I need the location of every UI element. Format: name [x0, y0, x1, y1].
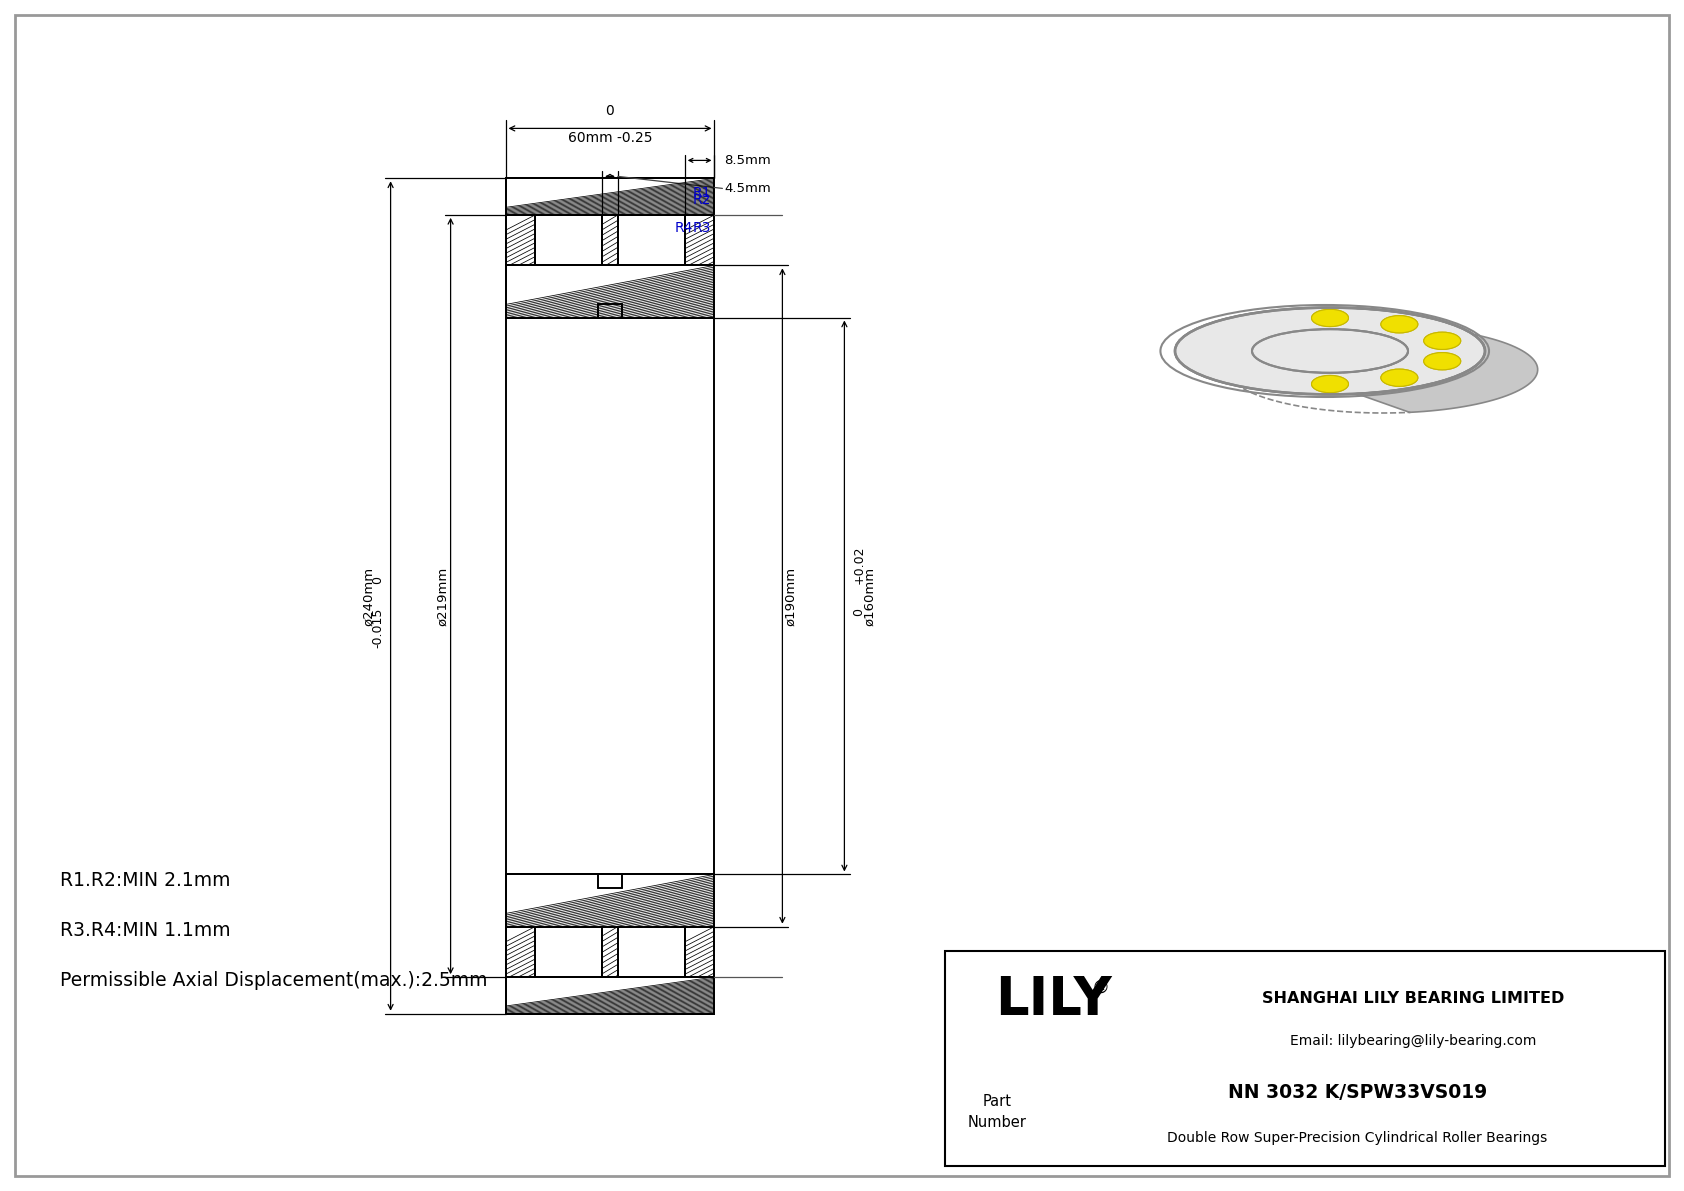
- Text: ®: ®: [1091, 979, 1110, 997]
- Ellipse shape: [1312, 375, 1349, 393]
- Text: NN 3032 K/SPW33VS019: NN 3032 K/SPW33VS019: [1228, 1084, 1487, 1103]
- Polygon shape: [603, 927, 618, 977]
- Polygon shape: [505, 266, 714, 318]
- Ellipse shape: [1243, 369, 1280, 386]
- Text: R1.R2:MIN 2.1mm: R1.R2:MIN 2.1mm: [61, 872, 231, 891]
- Text: R4: R4: [675, 222, 694, 236]
- Polygon shape: [505, 927, 536, 977]
- Ellipse shape: [1175, 307, 1485, 394]
- Text: 60mm -0.25: 60mm -0.25: [568, 131, 652, 145]
- Polygon shape: [1278, 338, 1435, 382]
- Text: ø240mm: ø240mm: [362, 567, 376, 625]
- Ellipse shape: [1199, 332, 1236, 349]
- Ellipse shape: [1175, 307, 1485, 394]
- Text: 8.5mm: 8.5mm: [724, 154, 771, 167]
- Text: ø219mm: ø219mm: [436, 567, 450, 625]
- Ellipse shape: [1243, 316, 1280, 333]
- Ellipse shape: [1199, 353, 1236, 370]
- Ellipse shape: [1381, 316, 1418, 333]
- Text: ø160mm: ø160mm: [862, 567, 876, 625]
- Ellipse shape: [1251, 329, 1408, 373]
- Text: ø190mm: ø190mm: [783, 567, 797, 625]
- Ellipse shape: [1243, 369, 1280, 386]
- Text: Permissible Axial Displacement(max.):2.5mm: Permissible Axial Displacement(max.):2.5…: [61, 972, 487, 991]
- Ellipse shape: [1423, 332, 1460, 349]
- Ellipse shape: [1312, 375, 1349, 393]
- Text: 0: 0: [372, 576, 384, 584]
- Polygon shape: [505, 977, 714, 1014]
- Ellipse shape: [1199, 353, 1236, 370]
- Bar: [945, 950, 1665, 1166]
- Ellipse shape: [1243, 316, 1280, 333]
- Text: +0.02: +0.02: [852, 545, 866, 584]
- Text: Double Row Super-Precision Cylindrical Roller Bearings: Double Row Super-Precision Cylindrical R…: [1167, 1131, 1548, 1145]
- Polygon shape: [1357, 308, 1537, 412]
- Ellipse shape: [1423, 332, 1460, 349]
- Text: Part
Number: Part Number: [968, 1095, 1027, 1130]
- Text: 0: 0: [606, 105, 615, 118]
- Text: -0.015: -0.015: [372, 607, 384, 648]
- Ellipse shape: [1251, 329, 1408, 373]
- Ellipse shape: [1312, 310, 1349, 326]
- Text: R3.R4:MIN 1.1mm: R3.R4:MIN 1.1mm: [61, 922, 231, 941]
- Text: Email: lilybearing@lily-bearing.com: Email: lilybearing@lily-bearing.com: [1290, 1034, 1536, 1048]
- Ellipse shape: [1381, 316, 1418, 333]
- Ellipse shape: [1423, 353, 1460, 370]
- Ellipse shape: [1199, 332, 1236, 349]
- Polygon shape: [505, 179, 714, 214]
- Polygon shape: [505, 214, 536, 266]
- Ellipse shape: [1381, 369, 1418, 386]
- Polygon shape: [685, 927, 714, 977]
- Polygon shape: [685, 214, 714, 266]
- Text: LILY: LILY: [995, 974, 1111, 1025]
- Text: 4.5mm: 4.5mm: [724, 182, 771, 195]
- Polygon shape: [603, 214, 618, 266]
- Polygon shape: [505, 874, 714, 927]
- Ellipse shape: [1312, 310, 1349, 326]
- Text: 0: 0: [852, 607, 866, 616]
- Text: R3: R3: [692, 222, 711, 235]
- Polygon shape: [1344, 330, 1435, 382]
- Text: R1: R1: [692, 187, 711, 200]
- Ellipse shape: [1381, 369, 1418, 386]
- Text: SHANGHAI LILY BEARING LIMITED: SHANGHAI LILY BEARING LIMITED: [1261, 991, 1564, 1006]
- Ellipse shape: [1423, 353, 1460, 370]
- Text: R2: R2: [692, 193, 711, 207]
